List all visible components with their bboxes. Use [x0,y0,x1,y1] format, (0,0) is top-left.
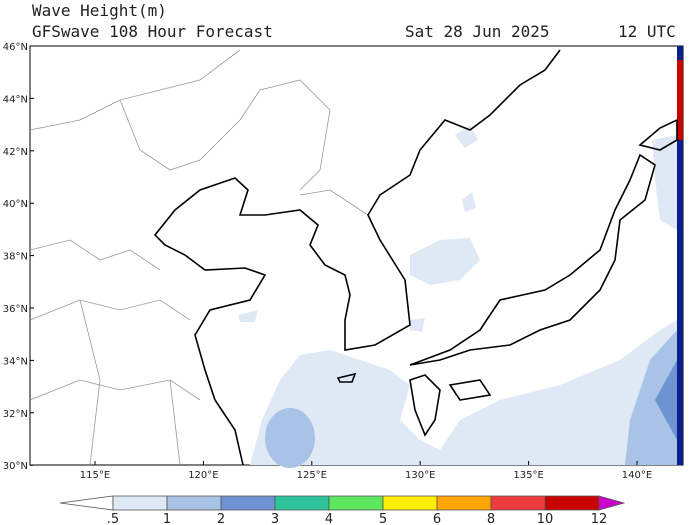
lat-labels: 46°N 44°N 42°N 40°N 38°N 36°N 34°N 32°N 30°N [3,42,34,472]
colorbar-label: 8 [487,512,495,525]
colorbar-segment [274,495,330,511]
title: Wave Height(m) [32,1,167,20]
colorbar-label: 6 [433,512,441,525]
wave-shade-light [250,320,677,465]
colorbar-segment [490,495,546,511]
subtitle: GFSwave 108 Hour Forecast [32,22,273,41]
wave-shade-light [410,238,480,285]
colorbar: .5 1 2 3 4 5 6 8 10 12 [59,495,626,525]
colorbar-label: 10 [537,512,554,525]
lat-label: 34°N [3,356,28,367]
lat-label: 30°N [3,461,28,472]
lon-label: 120°E [188,470,218,481]
lat-label: 40°N [3,199,28,210]
colorbar-label: 12 [591,512,608,525]
wave-shade-medium [625,330,677,465]
colorbar-segment [112,495,168,511]
coastline [153,49,561,466]
colorbar-label: 4 [325,512,333,525]
lat-label: 32°N [3,409,28,420]
colorbar-label: 2 [217,512,225,525]
edge-strip [677,46,683,465]
lon-labels: 115°E 120°E 125°E 130°E 135°E 140°E [80,461,652,481]
colorbar-segment [166,495,222,511]
lat-label: 42°N [3,147,28,158]
lon-label: 140°E [622,470,652,481]
colorbar-label: 1 [163,512,171,525]
colorbar-segment [328,495,384,511]
lon-label: 130°E [405,470,435,481]
colorbar-segment [544,495,600,511]
edge-strip [677,60,683,140]
colorbar-over [598,495,626,511]
coastline [336,118,678,437]
colorbar-segment [436,495,492,511]
lat-label: 38°N [3,252,28,263]
colorbar-segment [382,495,438,511]
wave-shade-dark [655,360,677,440]
colorbar-label: .5 [107,512,119,525]
lon-label: 135°E [513,470,543,481]
coastline [409,153,656,366]
lat-label: 44°N [3,94,28,105]
colorbar-label: 5 [379,512,387,525]
date: Sat 28 Jun 2025 [405,22,550,41]
colorbar-under [59,495,114,511]
colorbar-segment [220,495,276,511]
lon-label: 125°E [297,470,327,481]
wave-shade-medium [265,408,315,468]
map-area [29,45,684,468]
land-border [29,49,369,466]
lon-label: 115°E [80,470,110,481]
colorbar-label: 3 [271,512,279,525]
lat-label: 46°N [3,42,28,53]
lat-label: 36°N [3,304,28,315]
time: 12 UTC [618,22,676,41]
